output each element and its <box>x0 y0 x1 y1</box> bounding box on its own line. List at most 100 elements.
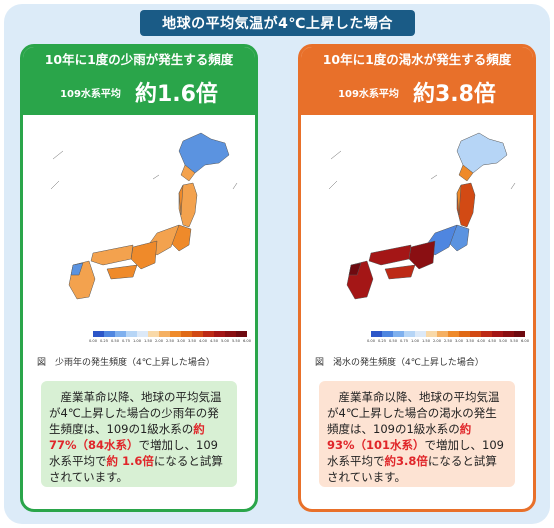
page-title: 地球の平均気温が4℃上昇した場合 <box>140 10 415 36</box>
panel-summary: 109水系平均 約3.8倍 <box>301 69 533 115</box>
map-region-hokkaido <box>456 132 508 174</box>
colorbar-tick-label: 1.50 <box>422 339 431 343</box>
colorbar-swatch <box>459 331 470 337</box>
colorbar-tick-label: 6.00 <box>521 339 530 343</box>
map-region-shikoku <box>106 264 138 280</box>
colorbar-swatch <box>115 331 126 337</box>
description-text: 産業革命以降、地球の平均気温が4℃上昇した場合の少雨年の発生頻度は、109の1級… <box>41 381 237 487</box>
text-part-1: 約77%（84水系） <box>49 422 205 452</box>
colorbar-swatch <box>170 331 181 337</box>
colorbar-swatch <box>225 331 236 337</box>
panel-summary: 109水系平均 約1.6倍 <box>23 69 255 115</box>
colorbar-tick-label: 5.50 <box>232 339 241 343</box>
colorbar-swatch <box>481 331 492 337</box>
map-region-kyushu-north <box>70 262 84 276</box>
colorbar <box>93 331 247 337</box>
drought-water-panel: 10年に1度の渇水が発生する頻度 109水系平均 約3.8倍 0.00 0.25 0… <box>298 44 536 512</box>
colorbar-swatch <box>448 331 459 337</box>
panel-header: 10年に1度の渇水が発生する頻度 <box>301 47 533 69</box>
panel-header: 10年に1度の少雨が発生する頻度 <box>23 47 255 69</box>
japan-map <box>50 132 238 300</box>
colorbar-tick-label: 0.50 <box>389 339 398 343</box>
figure-caption: 図 少雨年の発生頻度（4℃上昇した場合） <box>37 358 215 368</box>
map-region-kyushu-north <box>348 262 362 276</box>
colorbar-tick-label: 3.50 <box>188 339 197 343</box>
colorbar-tick-label: 3.00 <box>177 339 186 343</box>
map-region-kinki <box>130 240 158 270</box>
colorbar-swatch <box>503 331 514 337</box>
colorbar-ticks: 0.00 0.25 0.50 0.75 1.00 1.50 2.00 2.50 3.00 3.50… <box>89 339 254 343</box>
map-region-chugoku <box>368 244 412 266</box>
summary-label: 109水系平均 <box>338 88 399 100</box>
colorbar-tick-label: 2.00 <box>155 339 164 343</box>
colorbar-tick-label: 4.50 <box>488 339 497 343</box>
colorbar-tick-label: 4.00 <box>199 339 208 343</box>
summary-value: 約3.8倍 <box>412 82 496 107</box>
colorbar-tick-label: 0.75 <box>400 339 409 343</box>
colorbar-tick-label: 1.50 <box>144 339 153 343</box>
colorbar-swatch <box>415 331 426 337</box>
colorbar-swatch <box>393 331 404 337</box>
colorbar-swatch <box>159 331 170 337</box>
colorbar-swatch <box>371 331 382 337</box>
figure-caption: 図 渇水の発生頻度（4℃上昇した場合） <box>315 358 484 368</box>
map-region-tohoku <box>456 182 476 228</box>
colorbar-swatch <box>104 331 115 337</box>
description-text: 産業革命以降、地球の平均気温が4℃上昇した場合の渇水の発生頻度は、109の1級水… <box>319 381 515 487</box>
map-region-kinki <box>408 240 436 270</box>
colorbar-swatch <box>426 331 437 337</box>
colorbar-swatch <box>93 331 104 337</box>
colorbar-swatch <box>492 331 503 337</box>
map-region-hokkaido-south <box>458 164 474 182</box>
map-region-tohoku <box>178 182 198 228</box>
colorbar-tick-label: 0.25 <box>378 339 387 343</box>
colorbar-swatch <box>181 331 192 337</box>
colorbar-tick-label: 1.00 <box>133 339 142 343</box>
colorbar-swatch <box>137 331 148 337</box>
colorbar <box>371 331 525 337</box>
map-region-hokkaido-south <box>180 164 196 182</box>
text-part-2: で増加し、109水系平均で <box>49 438 218 468</box>
colorbar-swatch <box>214 331 225 337</box>
map-region-shikoku <box>384 264 416 280</box>
colorbar-tick-label: 0.25 <box>100 339 109 343</box>
text-part-0: 産業革命以降、地球の平均気温が4℃上昇した場合の渇水の発生頻度は、109の1級水… <box>327 390 500 436</box>
colorbar-tick-label: 5.00 <box>221 339 230 343</box>
colorbar-tick-label: 2.50 <box>444 339 453 343</box>
colorbar-tick-label: 0.50 <box>111 339 120 343</box>
colorbar-swatch <box>236 331 247 337</box>
colorbar-swatch <box>514 331 525 337</box>
drought-rain-panel: 10年に1度の少雨が発生する頻度 109水系平均 約1.6倍 <box>20 44 258 512</box>
japan-map <box>328 132 516 300</box>
colorbar-tick-label: 2.00 <box>433 339 442 343</box>
colorbar-tick-label: 0.00 <box>89 339 98 343</box>
colorbar-tick-label: 0.75 <box>122 339 131 343</box>
colorbar-tick-label: 3.50 <box>466 339 475 343</box>
text-part-0: 産業革命以降、地球の平均気温が4℃上昇した場合の少雨年の発生頻度は、109の1級… <box>49 390 222 436</box>
colorbar-swatch <box>192 331 203 337</box>
colorbar-ticks: 0.00 0.25 0.50 0.75 1.00 1.50 2.00 2.50 3.00 3.50… <box>367 339 532 343</box>
colorbar-tick-label: 1.00 <box>411 339 420 343</box>
summary-value: 約1.6倍 <box>134 82 218 107</box>
colorbar-tick-label: 0.00 <box>367 339 376 343</box>
colorbar-tick-label: 5.00 <box>499 339 508 343</box>
map-region-chugoku <box>90 244 134 266</box>
text-part-3: 約 1.6倍 <box>106 454 154 468</box>
colorbar-tick-label: 5.50 <box>510 339 519 343</box>
colorbar-tick-label: 2.50 <box>166 339 175 343</box>
colorbar-tick-label: 6.00 <box>243 339 252 343</box>
text-part-4: になると試算されています。 <box>327 454 497 484</box>
text-part-2: で増加し、109水系平均で <box>327 438 504 468</box>
map-region-tohoku-west <box>456 184 462 216</box>
text-part-4: になると試算されています。 <box>49 454 223 484</box>
colorbar-swatch <box>470 331 481 337</box>
colorbar-swatch <box>437 331 448 337</box>
map-region-hokkaido <box>178 132 230 174</box>
text-part-1: 約93%（101水系） <box>327 422 472 452</box>
colorbar-swatch <box>126 331 137 337</box>
map-region-tohoku-west <box>178 184 184 216</box>
colorbar-swatch <box>404 331 415 337</box>
text-part-3: 約3.8倍 <box>384 454 428 468</box>
colorbar-swatch <box>148 331 159 337</box>
colorbar-tick-label: 4.00 <box>477 339 486 343</box>
